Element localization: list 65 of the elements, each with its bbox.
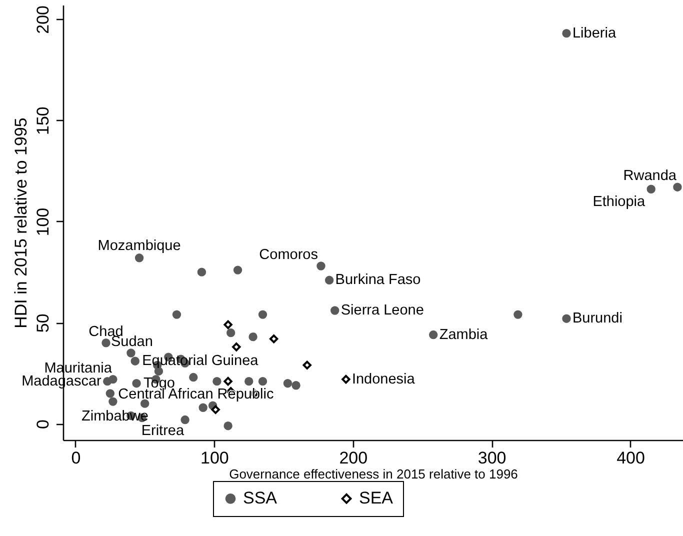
point	[197, 268, 206, 276]
point	[514, 310, 522, 319]
point	[108, 397, 118, 406]
point	[180, 415, 190, 424]
point	[108, 374, 118, 384]
point	[562, 314, 571, 323]
point	[189, 372, 198, 382]
point	[302, 360, 312, 370]
annotation: Sierra Leone	[340, 302, 424, 319]
point	[198, 403, 208, 412]
point	[673, 182, 682, 192]
x-tick-label: 400	[616, 448, 645, 468]
point	[316, 262, 326, 270]
point	[428, 330, 438, 340]
annotation: Liberia	[572, 25, 617, 42]
annotation: Eritrea	[141, 422, 185, 439]
point	[132, 379, 141, 388]
point	[224, 376, 232, 386]
point	[258, 376, 268, 386]
point	[248, 332, 258, 342]
x-tick-label: 300	[478, 448, 506, 468]
annotation: Ethiopia	[592, 194, 646, 210]
legend-label: SSA	[243, 488, 278, 508]
x-axis-title: Governance effectiveness in 2015 relative to 1996	[229, 466, 518, 482]
y-axis-title: HDI in 2015 relative to 1995	[12, 118, 30, 328]
annotation: Indonesia	[352, 371, 416, 388]
point	[232, 342, 241, 352]
y-tick-label: 150	[34, 106, 52, 136]
point	[130, 356, 140, 366]
point	[244, 376, 254, 386]
point	[211, 405, 220, 414]
x-tick-label: 200	[339, 448, 368, 468]
point	[330, 306, 340, 315]
point	[324, 276, 334, 285]
point	[224, 320, 232, 330]
x-tick-label: 0	[71, 448, 81, 468]
annotation: Burkina Faso	[335, 272, 421, 288]
point	[283, 379, 292, 388]
point	[102, 338, 110, 348]
y-tick-label: 50	[34, 314, 52, 333]
point	[292, 381, 300, 390]
point	[226, 328, 236, 338]
annotation: Mozambique	[98, 238, 181, 254]
legend-label: SEA	[359, 488, 394, 508]
y-tick-label: 200	[34, 5, 52, 34]
point	[342, 374, 350, 384]
point	[134, 254, 144, 262]
x-tick-label: 100	[200, 448, 229, 468]
y-tick-label: 100	[34, 208, 52, 236]
point	[140, 399, 150, 408]
annotation: Burundi	[572, 310, 622, 327]
y-tick-label: 0	[34, 420, 52, 430]
point	[126, 348, 136, 358]
point	[233, 266, 242, 274]
point	[106, 389, 115, 398]
point	[646, 184, 656, 194]
annotation: Zambia	[439, 326, 489, 343]
point	[212, 376, 222, 386]
point	[269, 334, 278, 344]
point	[224, 421, 232, 430]
point	[258, 310, 268, 319]
point	[562, 28, 571, 38]
point	[172, 310, 182, 319]
annotation: Comoros	[259, 247, 318, 263]
annotation: Rwanda	[623, 168, 678, 184]
